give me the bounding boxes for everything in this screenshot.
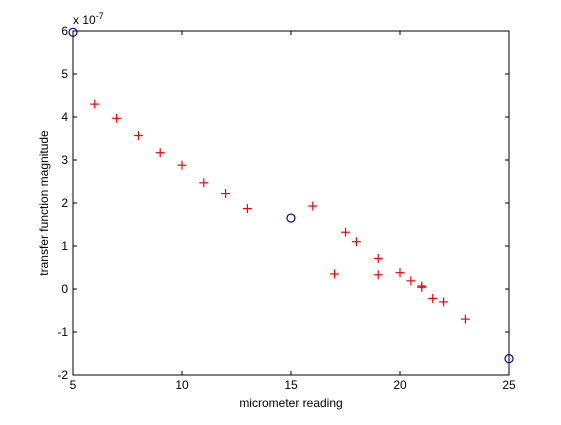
exponent-label: x 10-7 [73, 11, 104, 27]
y-tick-label: 0 [61, 282, 68, 296]
y-tick-label: 5 [61, 67, 68, 81]
data-point-plus [395, 268, 405, 278]
x-tick-label: 10 [175, 378, 189, 392]
data-point-plus [221, 189, 231, 199]
x-tick-label: 20 [393, 378, 407, 392]
data-point-plus [373, 270, 383, 280]
y-tick-label: 3 [61, 153, 68, 167]
data-point-plus [341, 227, 350, 237]
y-tick-label: -2 [57, 368, 68, 382]
x-tick-label: 25 [502, 378, 516, 392]
data-point-plus [90, 99, 100, 109]
y-axis-label: transfer function magnitude [37, 130, 51, 276]
y-tick-label: 6 [61, 24, 68, 38]
data-point-plus [428, 293, 438, 303]
data-point-plus [308, 201, 318, 211]
y-tick-label: 1 [61, 239, 68, 253]
data-point-plus [177, 160, 187, 170]
y-tick-label: 4 [61, 110, 68, 124]
data-point-plus [199, 178, 209, 188]
data-point-plus [439, 297, 449, 307]
data-point-circle [504, 354, 514, 364]
ticks: 5 10 15 20 25 -2 -1 0 1 2 3 4 5 6 [57, 24, 516, 392]
plot-area [72, 30, 510, 376]
data-point-plus [406, 276, 416, 286]
exponent-base: x 10 [73, 13, 96, 27]
exponent-power: -7 [96, 11, 104, 21]
data-point-plus [460, 314, 470, 324]
data-point-plus [155, 148, 165, 158]
data-point-plus [133, 130, 143, 140]
data-point-plus [330, 269, 340, 279]
data-point-circle [68, 27, 78, 37]
y-tick-label: 2 [61, 196, 68, 210]
y-tick-label: -1 [57, 325, 68, 339]
data-point-plus [242, 204, 252, 214]
data-point-circle [286, 213, 296, 223]
data-point-plus [351, 237, 361, 247]
data-point-plus [417, 282, 427, 292]
data-point-plus [373, 253, 383, 263]
x-tick-label: 5 [70, 378, 77, 392]
data-marks [68, 27, 514, 364]
x-axis-label: micrometer reading [239, 396, 342, 410]
x-tick-label: 15 [284, 378, 298, 392]
data-point-plus [112, 113, 122, 123]
